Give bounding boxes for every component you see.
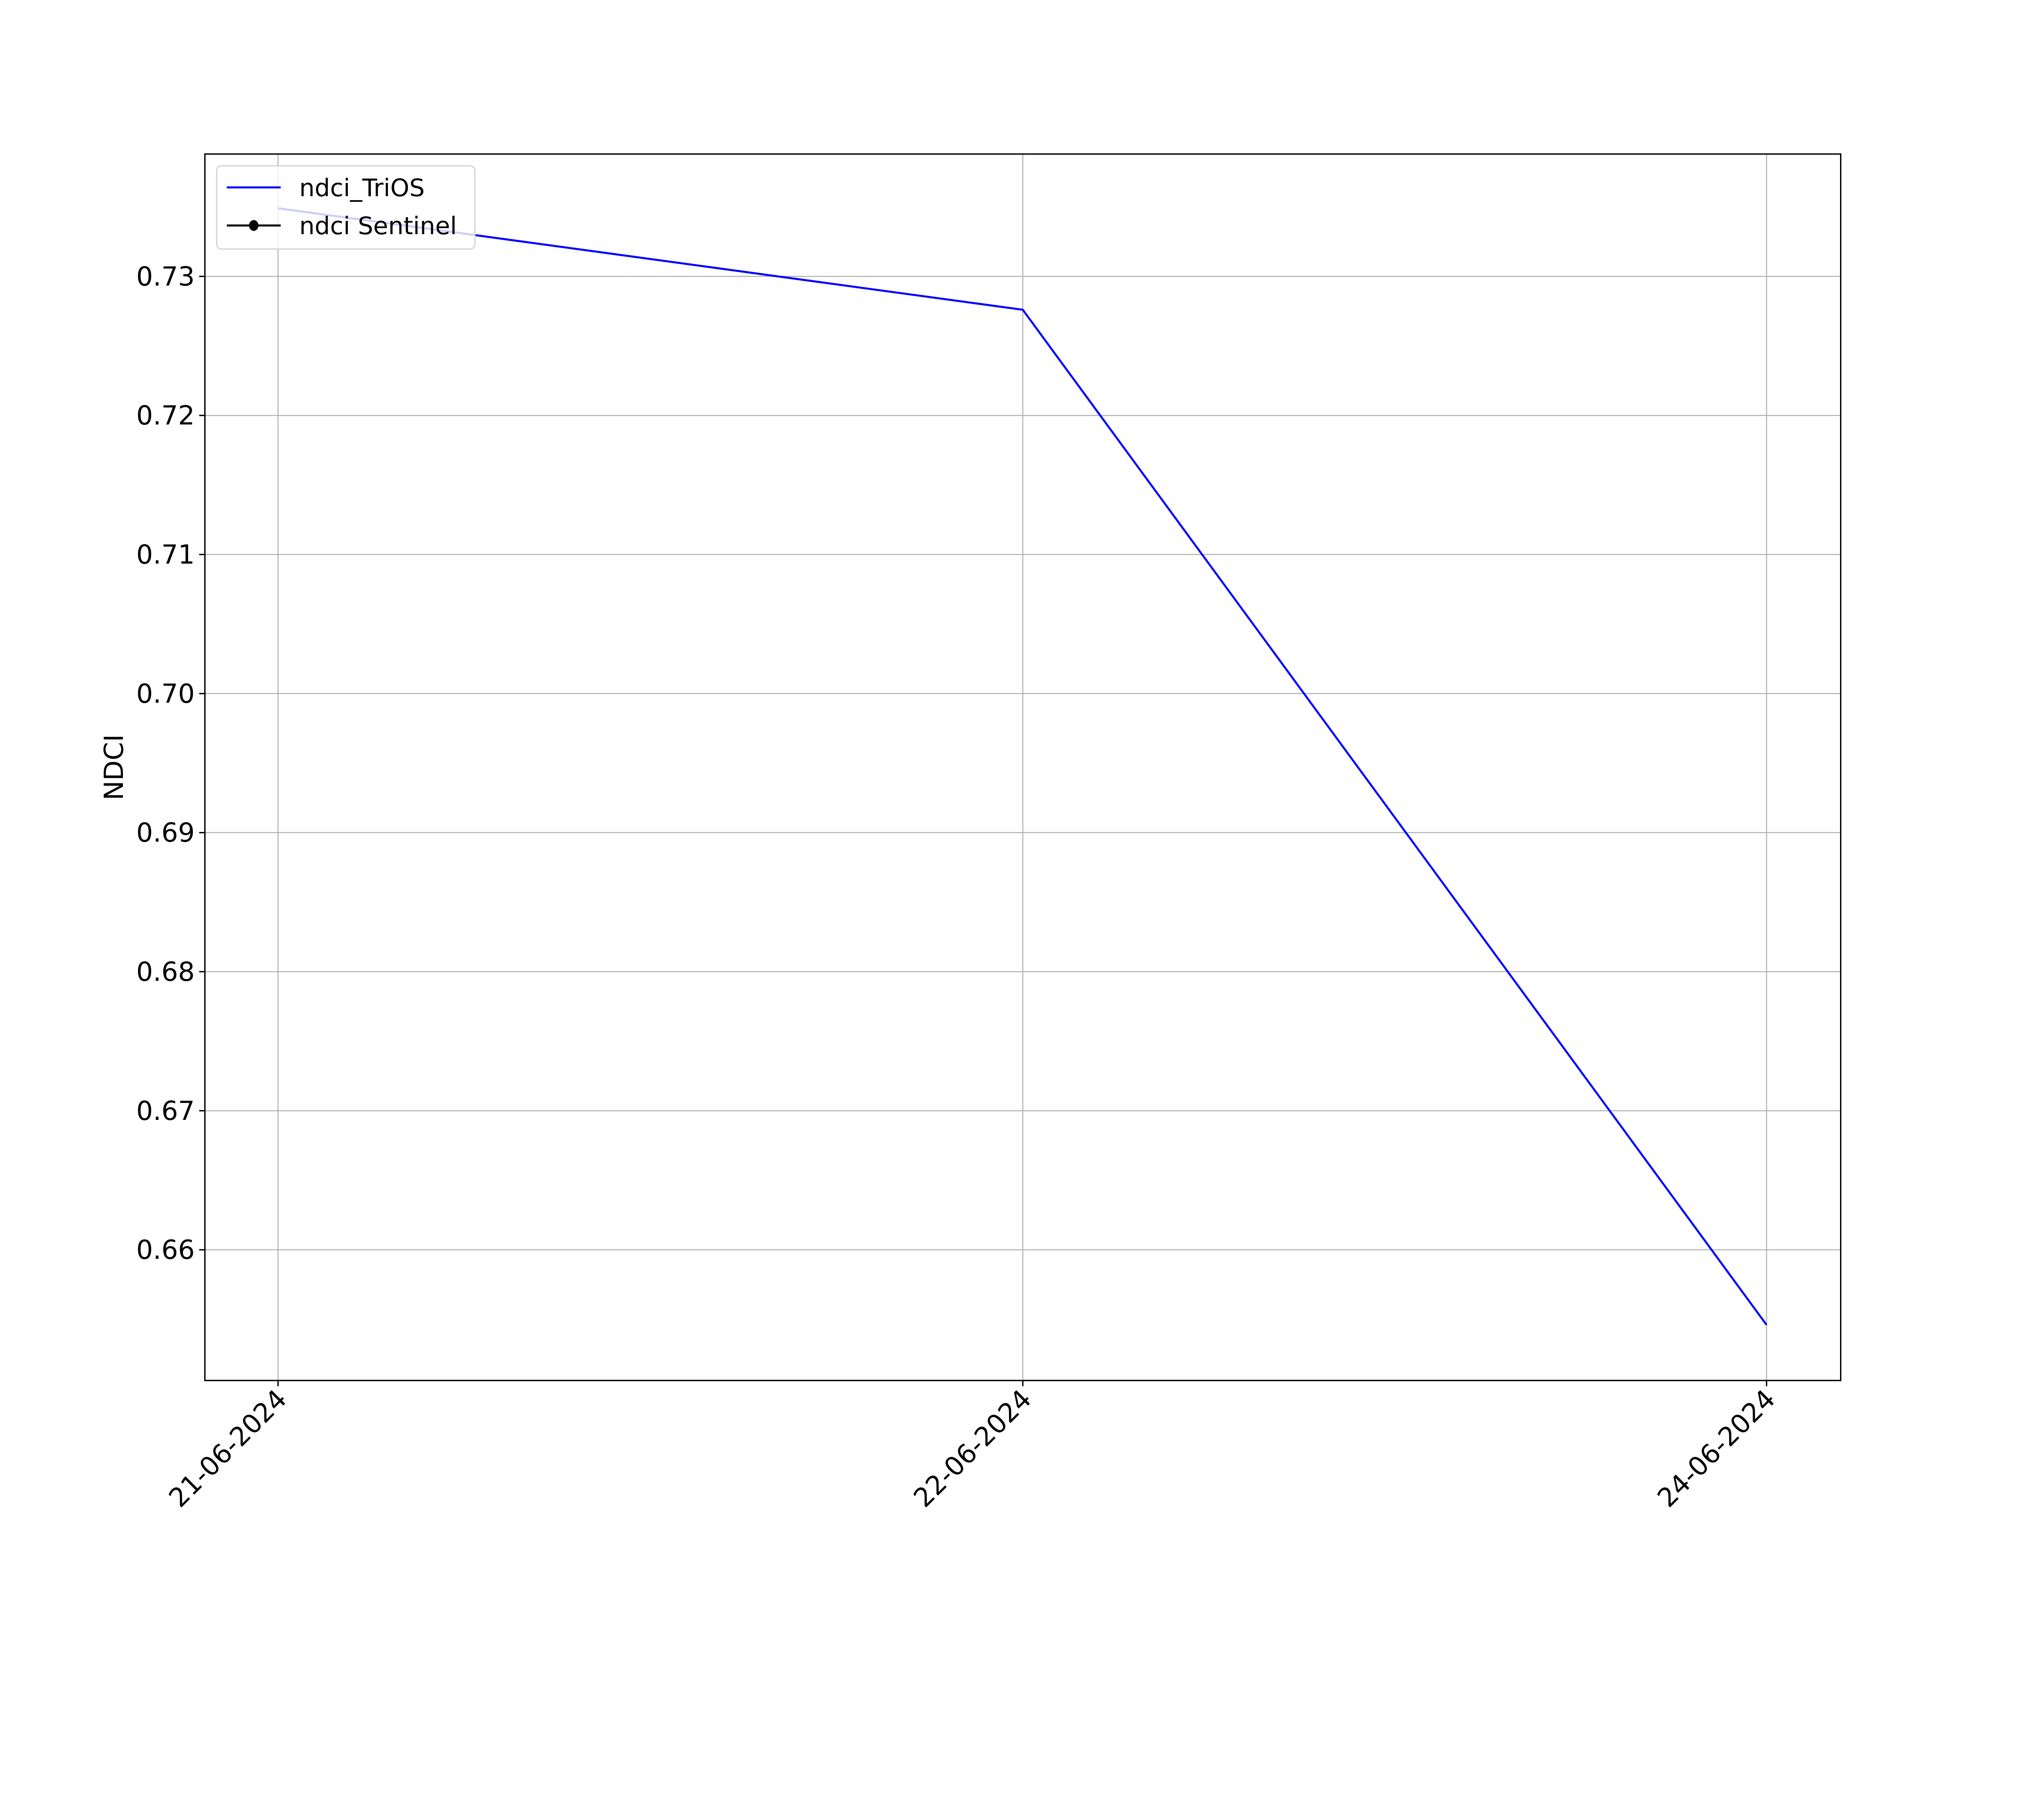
y-tick-label: 0.67: [136, 1096, 195, 1126]
legend-label: ndci_TriOS: [299, 174, 425, 202]
y-axis-label: NDCI: [99, 734, 129, 800]
legend-box: [216, 165, 476, 250]
y-tick-label: 0.72: [136, 401, 195, 431]
y-tick-label: 0.66: [136, 1235, 195, 1266]
y-tick-label: 0.71: [136, 540, 195, 570]
y-tick-label: 0.69: [136, 818, 195, 848]
legend-label: ndci Sentinel: [299, 212, 457, 240]
ndci-line-chart: 0.660.670.680.690.700.710.720.7321-06-20…: [0, 0, 2022, 1517]
figure-background: [0, 0, 2022, 1517]
y-tick-label: 0.68: [136, 957, 195, 987]
y-tick-label: 0.73: [136, 262, 195, 292]
grid-lines: [205, 154, 1841, 1381]
legend-marker-circle-icon: [249, 220, 259, 231]
y-tick-label: 0.70: [136, 679, 195, 709]
